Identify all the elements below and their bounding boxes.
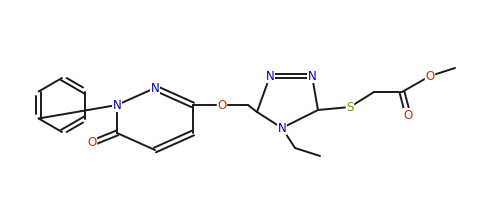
Text: N: N (151, 82, 159, 94)
Text: O: O (403, 109, 413, 122)
Text: N: N (113, 98, 121, 111)
Text: N: N (278, 122, 286, 134)
Text: O: O (217, 98, 227, 111)
Text: O: O (425, 69, 435, 83)
Text: N: N (266, 69, 274, 83)
Text: N: N (308, 69, 316, 83)
Text: S: S (347, 101, 354, 113)
Text: O: O (87, 136, 97, 149)
